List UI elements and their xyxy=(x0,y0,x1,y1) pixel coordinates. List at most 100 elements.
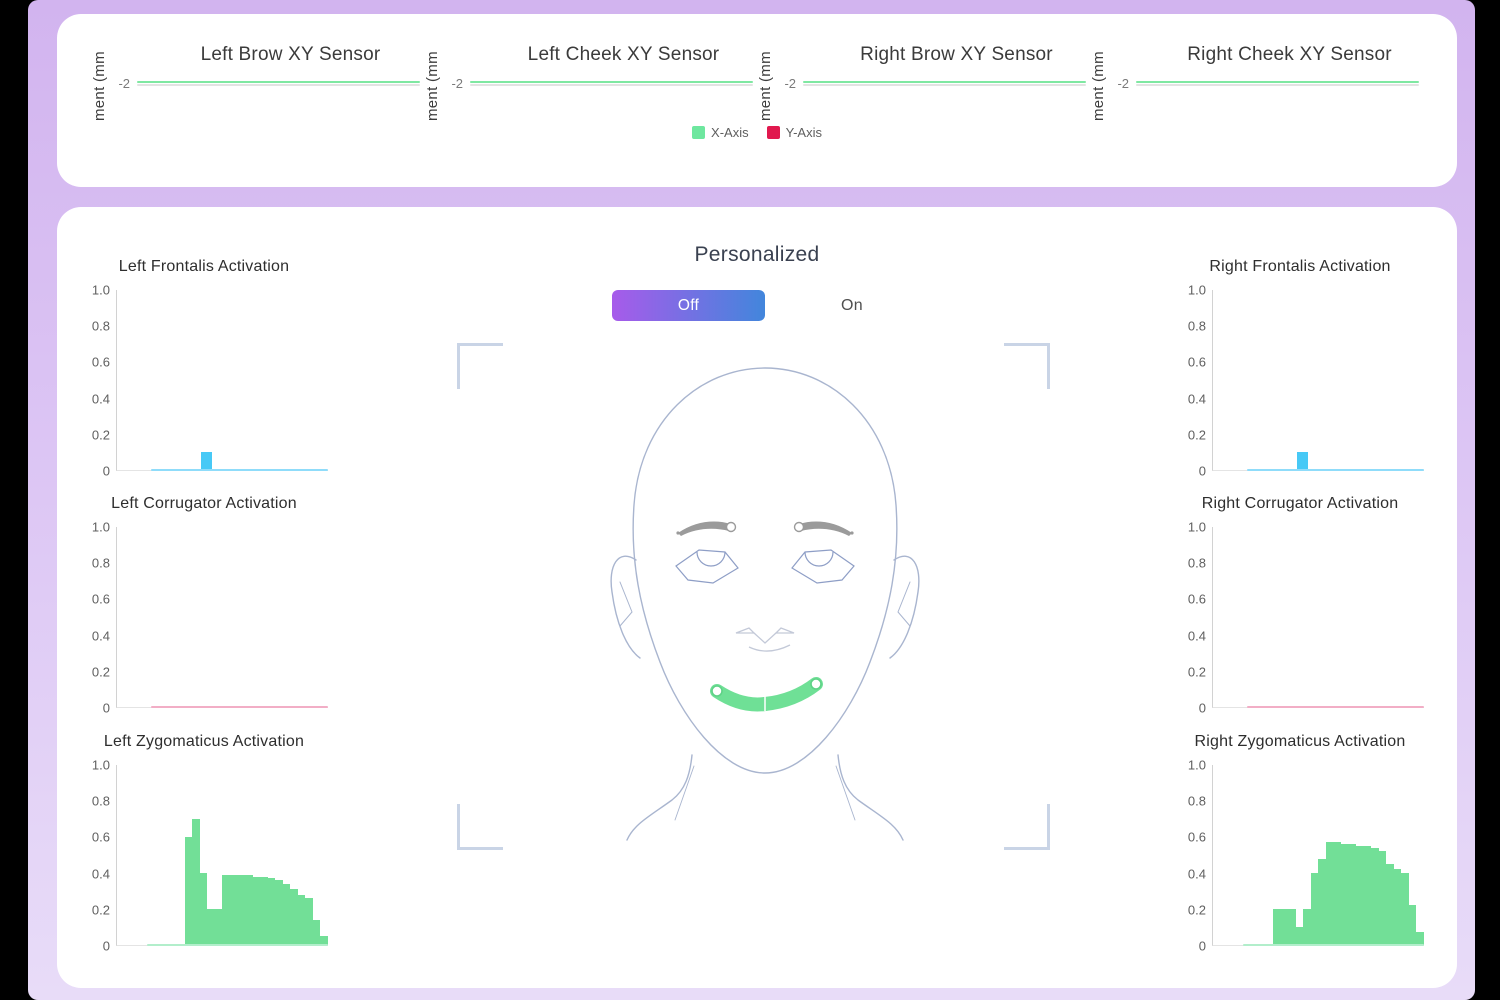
activation-panel: Personalized Off On xyxy=(57,207,1457,988)
y-tick-label: 0.4 xyxy=(1187,391,1206,407)
bar xyxy=(1408,905,1417,945)
baseline-trace xyxy=(1246,705,1424,708)
y-axis-label: ment (mm xyxy=(424,51,441,121)
frame-bracket-bottom-right xyxy=(1004,804,1050,850)
baseline-trace xyxy=(150,468,328,471)
chart-right-zygomaticus: Right Zygomaticus Activation 1.0 0.8 0.6 0.… xyxy=(1176,733,1424,954)
y-axis-ticks: 1.0 0.8 0.6 0.4 0.2 0 xyxy=(1176,283,1212,479)
baseline-trace xyxy=(1242,943,1424,946)
y-tick-label: 0.6 xyxy=(91,591,110,607)
baseline-trace xyxy=(1246,468,1424,471)
legend-item-x-axis: X-Axis xyxy=(692,125,749,140)
y-axis-label: ment (mm xyxy=(757,51,774,121)
chart-title: Right Frontalis Activation xyxy=(1209,258,1391,275)
y-tick-label: 0 xyxy=(102,700,110,716)
bar xyxy=(1378,851,1387,945)
frame-bracket-top-left xyxy=(457,343,503,389)
y-tick-label: 1.0 xyxy=(91,519,110,535)
bar xyxy=(201,452,212,470)
chart-right-frontalis: Right Frontalis Activation 1.0 0.8 0.6 0.4 0… xyxy=(1176,258,1424,479)
toggle-on-button[interactable]: On xyxy=(841,296,863,314)
y-tick-label: 1.0 xyxy=(91,757,110,773)
y-tick-label: -2 xyxy=(1117,76,1129,91)
y-axis-label: ment (mm xyxy=(1090,51,1107,121)
plot-area xyxy=(1212,290,1424,471)
bar xyxy=(1333,842,1342,945)
chart-left-corrugator: Left Corrugator Activation 1.0 0.8 0.6 0.4 0… xyxy=(80,495,328,716)
mouth-sensor-dot-left xyxy=(711,685,723,697)
y-tick-label: 1.0 xyxy=(1187,519,1206,535)
y-tick-label: 0 xyxy=(102,463,110,479)
y-tick-label: 0.8 xyxy=(1187,793,1206,809)
y-axis-ticks: 1.0 0.8 0.6 0.4 0.2 0 xyxy=(80,520,116,716)
bar xyxy=(297,894,306,945)
y-axis-ticks: 1.0 0.8 0.6 0.4 0.2 0 xyxy=(1176,520,1212,716)
right-ear xyxy=(889,555,920,659)
y-tick-label: 0.2 xyxy=(91,664,110,680)
chart-left-frontalis: Left Frontalis Activation 1.0 0.8 0.6 0.4 0.… xyxy=(80,258,328,479)
bar xyxy=(1356,846,1364,945)
chart-title: Right Corrugator Activation xyxy=(1201,495,1399,512)
head-outline xyxy=(610,367,920,841)
bar xyxy=(1393,869,1402,945)
baseline-trace xyxy=(150,705,328,708)
left-iris xyxy=(696,551,726,567)
sensor-chart-left-brow: ment (mm Left Brow XY Sensor -2 xyxy=(91,14,424,121)
sensor-plot: -2 xyxy=(111,76,424,91)
frame-bracket-top-right xyxy=(1004,343,1050,389)
bar xyxy=(1341,844,1349,945)
y-tick-label: 1.0 xyxy=(91,282,110,298)
y-tick-label: 0.2 xyxy=(1187,427,1206,443)
sensor-chart-title: Right Cheek XY Sensor xyxy=(1187,44,1392,65)
bar xyxy=(1363,846,1372,945)
sensor-chart-right-brow: ment (mm Right Brow XY Sensor -2 xyxy=(757,14,1090,121)
bar xyxy=(199,873,208,945)
sensor-chart-left-cheek: ment (mm Left Cheek XY Sensor -2 xyxy=(424,14,757,121)
chart-right-corrugator: Right Corrugator Activation 1.0 0.8 0.6 0.4… xyxy=(1176,495,1424,716)
y-tick-label: 0.8 xyxy=(1187,555,1206,571)
bar xyxy=(207,909,215,945)
bar xyxy=(1401,873,1409,945)
bar xyxy=(1318,858,1326,945)
bar xyxy=(229,874,238,945)
bar xyxy=(1310,873,1319,945)
personalized-toggle: Off On xyxy=(612,290,863,321)
legend-label: X-Axis xyxy=(711,125,749,140)
plot-area xyxy=(116,290,328,471)
y-tick-label: 0.2 xyxy=(1187,664,1206,680)
secondary-trace xyxy=(803,84,1086,87)
x-axis-swatch xyxy=(692,126,706,139)
bar xyxy=(1386,864,1394,945)
y-axis-ticks: 1.0 0.8 0.6 0.4 0.2 0 xyxy=(80,283,116,479)
bar xyxy=(222,874,230,945)
y-tick-label: 0.2 xyxy=(91,902,110,918)
plot-area xyxy=(116,527,328,708)
legend-item-y-axis: Y-Axis xyxy=(766,125,822,140)
app-background: ment (mm Left Brow XY Sensor -2 ment (mm… xyxy=(28,0,1475,1000)
y-tick-label: 0.8 xyxy=(91,793,110,809)
y-tick-label: 0.2 xyxy=(91,427,110,443)
sensor-plot: -2 xyxy=(444,76,757,91)
bar xyxy=(320,936,328,945)
y-tick-label: 0.4 xyxy=(91,866,110,882)
smile-highlight xyxy=(710,677,823,712)
personalized-title: Personalized xyxy=(694,243,820,266)
brow-sensor-dot xyxy=(725,521,737,533)
bar xyxy=(1303,909,1311,945)
x-axis-trace xyxy=(1136,80,1419,84)
left-eyebrow xyxy=(676,521,737,536)
baseline-trace xyxy=(146,943,328,946)
left-ear xyxy=(610,555,641,659)
bar xyxy=(260,876,268,945)
sensor-chart-right-cheek: ment (mm Right Cheek XY Sensor -2 xyxy=(1090,14,1423,121)
toggle-off-button[interactable]: Off xyxy=(612,290,765,321)
neck-right xyxy=(837,754,904,841)
right-eye xyxy=(791,549,855,584)
sensor-chart-title: Left Brow XY Sensor xyxy=(200,44,381,65)
bar xyxy=(267,878,276,945)
y-tick-label: 0 xyxy=(1198,938,1206,954)
y-tick-label: 0.4 xyxy=(91,391,110,407)
bar xyxy=(245,874,253,945)
bar xyxy=(1371,847,1379,945)
sensor-chart-title: Right Brow XY Sensor xyxy=(860,44,1053,65)
